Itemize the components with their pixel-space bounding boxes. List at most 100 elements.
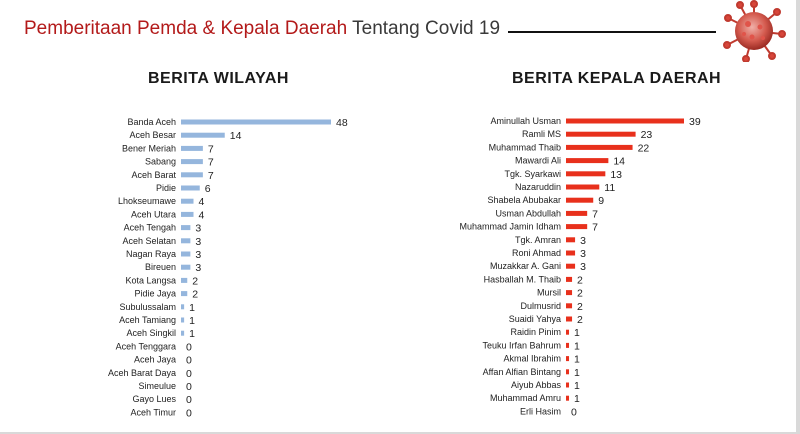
kepala-daerah-category-label-mawardi-ali: Mawardi Ali [515, 156, 561, 166]
wilayah-bar-subulussalam [181, 304, 185, 310]
kepala-daerah-value-label-suaidi-yahya: 2 [577, 314, 583, 326]
kepala-daerah-value-label-tgk-amran: 3 [580, 235, 586, 247]
kepala-daerah-bar-roni-ahmad [566, 250, 576, 256]
wilayah-value-label-bener-meriah: 7 [208, 143, 214, 155]
wilayah-category-label-pidie-jaya: Pidie Jaya [134, 289, 176, 299]
wilayah-category-label-aceh-singkil: Aceh Singkil [126, 328, 176, 338]
wilayah-category-label-banda-aceh: Banda Aceh [127, 117, 176, 127]
kepala-daerah-value-label-hasballah-m-thaib: 2 [577, 274, 583, 286]
wilayah-bar-aceh-selatan [181, 238, 191, 244]
kepala-daerah-value-label-erli-hasim: 0 [571, 406, 577, 418]
kepala-daerah-value-label-muhammad-jamin-idham: 7 [592, 222, 598, 234]
coronavirus-icon [723, 0, 786, 62]
wilayah-bar-bener-meriah [181, 145, 203, 151]
title-rule [508, 31, 716, 33]
kepala-daerah-bar-raidin-pinim [566, 329, 570, 335]
wilayah-category-label-simeulue: Simeulue [138, 381, 176, 391]
wilayah-category-label-aceh-utara: Aceh Utara [131, 209, 176, 219]
kepala-daerah-category-label-akmal-ibrahim: Akmal Ibrahim [503, 354, 561, 364]
wilayah-value-label-aceh-barat-daya: 0 [186, 368, 192, 380]
wilayah-value-label-aceh-tenggara: 0 [186, 341, 192, 353]
wilayah-category-label-gayo-lues: Gayo Lues [132, 394, 176, 404]
kepala-daerah-bar-hasballah-m-thaib [566, 276, 573, 282]
wilayah-bar-pidie-jaya [181, 291, 188, 297]
kepala-daerah-category-label-nazaruddin: Nazaruddin [515, 182, 561, 192]
kepala-daerah-category-label-roni-ahmad: Roni Ahmad [512, 248, 561, 258]
kepala-daerah-bar-nazaruddin [566, 184, 600, 190]
page-title: Pemberitaan Pemda & Kepala Daerah Tentan… [24, 18, 500, 40]
wilayah-category-label-lhokseumawe: Lhokseumawe [118, 196, 176, 206]
kepala-daerah-category-label-teuku-irfan-bahrum: Teuku Irfan Bahrum [482, 340, 561, 350]
wilayah-value-label-aceh-jaya: 0 [186, 355, 192, 367]
wilayah-category-label-sabang: Sabang [145, 157, 176, 167]
kepala-daerah-value-label-teuku-irfan-bahrum: 1 [574, 340, 580, 352]
wilayah-value-label-subulussalam: 1 [189, 302, 195, 314]
wilayah-bar-aceh-barat [181, 172, 203, 178]
wilayah-category-label-kota-langsa: Kota Langsa [125, 275, 176, 285]
kepala-daerah-category-label-shabela-abubakar: Shabela Abubakar [487, 195, 561, 205]
wilayah-value-label-pidie-jaya: 2 [192, 289, 198, 301]
chart-title-berita-kepala-daerah: BERITA KEPALA DAERAH [512, 70, 722, 87]
wilayah-value-label-kota-langsa: 2 [192, 275, 198, 287]
wilayah-bar-bireuen [181, 264, 191, 270]
wilayah-bar-nagan-raya [181, 251, 191, 257]
kepala-daerah-bar-affan-alfian-bintang [566, 369, 570, 375]
wilayah-value-label-nagan-raya: 3 [195, 249, 201, 261]
wilayah-category-label-aceh-timur: Aceh Timur [130, 407, 176, 417]
wilayah-bar-aceh-tamiang [181, 317, 185, 323]
kepala-daerah-category-label-muhammad-amru: Muhammad Amru [490, 393, 561, 403]
wilayah-value-label-sabang: 7 [208, 157, 214, 169]
kepala-daerah-value-label-raidin-pinim: 1 [574, 327, 580, 339]
kepala-daerah-value-label-ramli-ms: 23 [641, 129, 653, 141]
kepala-daerah-category-label-erli-hasim: Erli Hasim [520, 406, 561, 416]
kepala-daerah-category-label-raidin-pinim: Raidin Pinim [510, 327, 561, 337]
wilayah-category-label-pidie: Pidie [156, 183, 176, 193]
wilayah-value-label-aceh-utara: 4 [199, 209, 205, 221]
wilayah-bar-aceh-singkil [181, 330, 185, 336]
kepala-daerah-value-label-akmal-ibrahim: 1 [574, 354, 580, 366]
wilayah-bar-aceh-utara [181, 211, 194, 217]
kepala-daerah-value-label-muzakkar-a-gani: 3 [580, 261, 586, 273]
kepala-daerah-bar-aminullah-usman [566, 118, 684, 124]
wilayah-value-label-simeulue: 0 [186, 381, 192, 393]
kepala-daerah-value-label-nazaruddin: 11 [604, 182, 615, 194]
kepala-daerah-value-label-affan-alfian-bintang: 1 [574, 367, 580, 379]
kepala-daerah-category-label-dulmusrid: Dulmusrid [520, 301, 561, 311]
kepala-daerah-bar-mursil [566, 290, 573, 296]
kepala-daerah-bar-muhammad-jamin-idham [566, 224, 588, 230]
kepala-daerah-value-label-muhammad-amru: 1 [574, 393, 580, 405]
page-title-part2: Tentang Covid 19 [352, 18, 501, 39]
wilayah-value-label-aceh-tamiang: 1 [189, 315, 195, 327]
wilayah-category-label-aceh-barat: Aceh Barat [131, 170, 176, 180]
kepala-daerah-value-label-aminullah-usman: 39 [689, 116, 701, 128]
wilayah-category-label-aceh-tengah: Aceh Tengah [124, 223, 176, 233]
wilayah-value-label-aceh-besar: 14 [230, 130, 242, 142]
kepala-daerah-category-label-muhammad-thaib: Muhammad Thaib [489, 142, 561, 152]
kepala-daerah-category-label-ramli-ms: Ramli MS [522, 129, 561, 139]
wilayah-category-label-nagan-raya: Nagan Raya [126, 249, 176, 259]
kepala-daerah-bar-akmal-ibrahim [566, 356, 570, 362]
kepala-daerah-category-label-mursil: Mursil [537, 288, 561, 298]
wilayah-bar-banda-aceh [181, 119, 331, 125]
wilayah-value-label-aceh-barat: 7 [208, 170, 214, 182]
kepala-daerah-bar-dulmusrid [566, 303, 573, 309]
wilayah-category-label-subulussalam: Subulussalam [119, 302, 176, 312]
kepala-daerah-category-label-aiyub-abbas: Aiyub Abbas [511, 380, 562, 390]
kepala-daerah-bar-muhammad-thaib [566, 144, 633, 150]
page-title-part1: Pemberitaan Pemda & Kepala Daerah [24, 18, 348, 39]
wilayah-value-label-aceh-tengah: 3 [195, 223, 201, 235]
kepala-daerah-category-label-hasballah-m-thaib: Hasballah M. Thaib [484, 274, 561, 284]
kepala-daerah-category-label-muhammad-jamin-idham: Muhammad Jamin Idham [459, 222, 561, 232]
kepala-daerah-bar-aiyub-abbas [566, 382, 570, 388]
kepala-daerah-value-label-roni-ahmad: 3 [580, 248, 586, 260]
kepala-daerah-bar-ramli-ms [566, 131, 636, 137]
wilayah-bar-aceh-besar [181, 132, 225, 138]
kepala-daerah-bar-shabela-abubakar [566, 197, 594, 203]
kepala-daerah-bar-suaidi-yahya [566, 316, 573, 322]
wilayah-category-label-aceh-besar: Aceh Besar [129, 130, 176, 140]
wilayah-value-label-bireuen: 3 [195, 262, 201, 274]
wilayah-category-label-aceh-selatan: Aceh Selatan [122, 236, 176, 246]
